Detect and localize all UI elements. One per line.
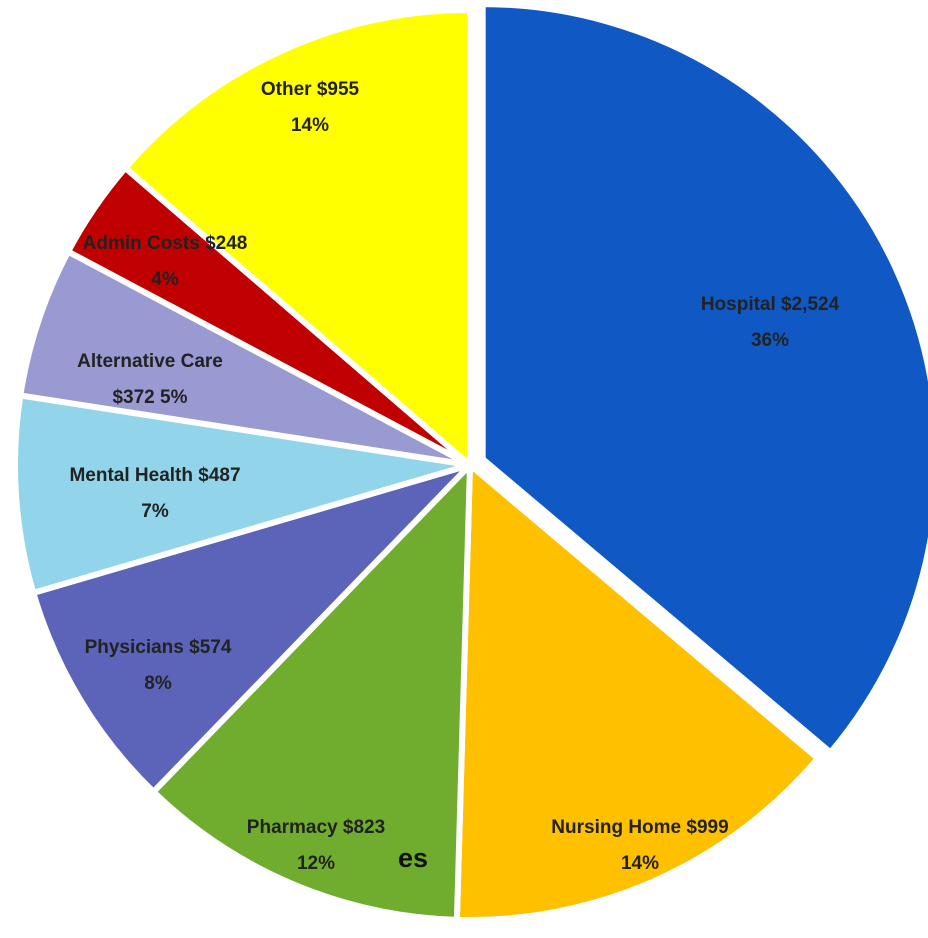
- slice-label: Physicians $574: [85, 637, 232, 658]
- slice-label: Pharmacy $823: [247, 817, 385, 838]
- percent-label: 36%: [751, 330, 789, 351]
- slice: [453, 462, 821, 923]
- slice: [30, 462, 473, 795]
- slice: [12, 392, 473, 596]
- category-name: Physicians: [85, 637, 184, 658]
- percent-label: 7%: [141, 501, 169, 522]
- slice-label: Nursing Home $999: [551, 817, 728, 838]
- value-label: $574: [189, 637, 232, 658]
- percent-label: 12%: [297, 853, 335, 874]
- slice: [479, 1, 928, 756]
- percent-label: 5%: [160, 387, 188, 408]
- percent-label: 14%: [621, 853, 659, 874]
- category-name: Pharmacy: [247, 817, 338, 838]
- slice-label: 7%: [141, 501, 169, 522]
- value-label: $2,524: [781, 294, 840, 315]
- category-name: Nursing Home: [551, 817, 681, 838]
- slice-label: Other $955: [261, 79, 360, 100]
- pie: [12, 1, 928, 923]
- annotation: es: [398, 843, 428, 873]
- slice-label: 8%: [144, 673, 172, 694]
- slice: [150, 462, 473, 923]
- value-label: $487: [198, 465, 240, 486]
- percent-label: 8%: [144, 673, 172, 694]
- category-name: Alternative Care: [77, 351, 223, 372]
- slice-label: 36%: [751, 330, 789, 351]
- value-label: $955: [317, 79, 360, 100]
- slice-label: Admin Costs $248: [83, 233, 248, 254]
- value-label: $248: [205, 233, 247, 254]
- slice-label: Hospital $2,524: [701, 294, 840, 315]
- percent-label: 4%: [151, 269, 179, 290]
- slice-label: Mental Health $487: [69, 465, 240, 486]
- value-label: $372: [112, 387, 154, 408]
- category-name: Hospital: [701, 294, 776, 315]
- labels: Hospital $2,524 36% Nursing Home $999 14% Ph…: [69, 79, 839, 874]
- category-name: Other: [261, 79, 312, 100]
- slice-label: 12%: [297, 853, 335, 874]
- slice-label: $372 5%: [112, 387, 187, 408]
- slice-label: 14%: [291, 115, 329, 136]
- slice-label: Alternative Care: [77, 351, 223, 372]
- category-name: Mental Health: [69, 465, 193, 486]
- slice-label: 4%: [151, 269, 179, 290]
- value-label: $999: [686, 817, 728, 838]
- slice-label: 14%: [621, 853, 659, 874]
- value-label: $823: [343, 817, 385, 838]
- percent-label: 14%: [291, 115, 329, 136]
- category-name: Admin Costs: [83, 233, 200, 254]
- slice: [122, 7, 473, 468]
